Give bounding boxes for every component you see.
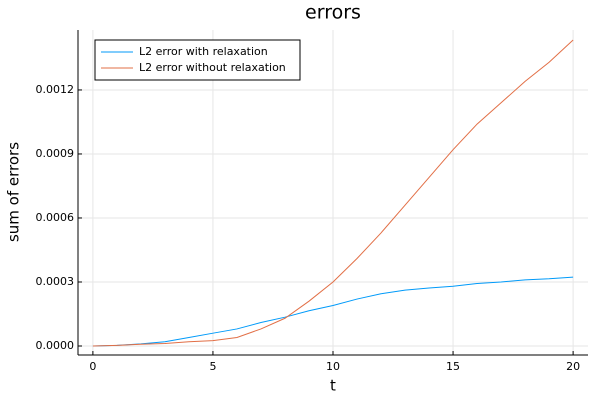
legend-box — [94, 39, 301, 81]
legend: L2 error with relaxation L2 error without… — [94, 39, 301, 81]
y-tick-label: 0.0006 — [36, 211, 75, 224]
series-line — [92, 39, 574, 347]
x-axis-label: t — [330, 377, 336, 395]
y-tick-label: 0.0003 — [36, 275, 75, 288]
series-line — [92, 276, 574, 347]
x-tick-label: 20 — [566, 360, 580, 373]
legend-label: L2 error with relaxation — [139, 45, 268, 58]
legend-label: L2 error without relaxation — [139, 61, 286, 74]
y-tick-label: 0.0000 — [36, 339, 75, 352]
x-tick-label: 15 — [446, 360, 460, 373]
y-axis-label: sum of errors — [5, 142, 23, 242]
x-tick-label: 5 — [209, 360, 216, 373]
y-tick-label: 0.0009 — [36, 147, 75, 160]
chart-title: errors — [305, 2, 361, 24]
y-tick-label: 0.0012 — [36, 83, 75, 96]
x-tick-label: 0 — [89, 360, 96, 373]
x-tick-label: 10 — [326, 360, 340, 373]
